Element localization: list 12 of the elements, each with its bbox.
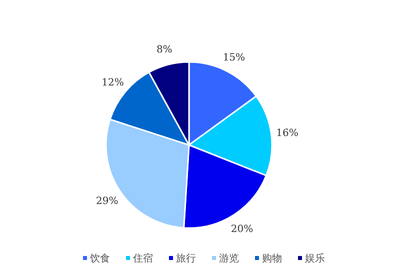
data-label: 12% [102, 77, 124, 88]
data-label: 15% [222, 52, 246, 64]
legend-label: 旅行 [176, 252, 196, 264]
data-label: 20% [230, 224, 254, 236]
legend-label: 游览 [219, 252, 239, 264]
data-label: 8% [156, 44, 172, 56]
data-label: 16% [276, 128, 298, 140]
legend-label: 住宿 [133, 252, 153, 264]
legend-label: 购物 [262, 254, 282, 264]
legend-label: 娱乐 [305, 252, 325, 264]
data-label: 29% [96, 196, 118, 208]
legend-label: 饮食 [89, 252, 110, 264]
